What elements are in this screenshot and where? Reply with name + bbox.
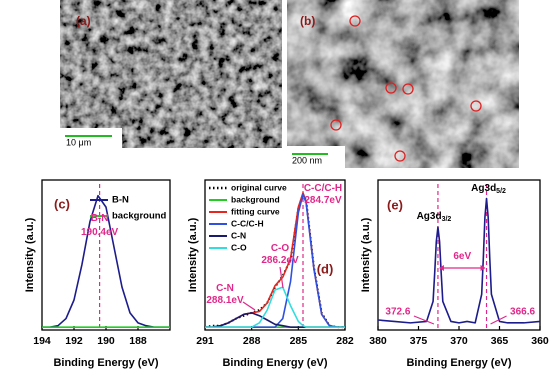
x-tick-label: 190 bbox=[97, 335, 115, 347]
x-axis-title: Binding Energy (eV) bbox=[222, 357, 327, 369]
annotation: 284.7eV bbox=[304, 195, 342, 206]
annotation-text: 286.2eV bbox=[261, 255, 299, 266]
annotation: C-N bbox=[216, 283, 234, 294]
annotation: Ag3d5/2 bbox=[471, 183, 506, 195]
scale-bar-label: 10 μm bbox=[66, 137, 91, 147]
particle-markers bbox=[330, 15, 482, 162]
panel-label: (a) bbox=[76, 14, 91, 28]
annotation-text: Ag3d bbox=[417, 211, 442, 222]
annotation-arrow bbox=[413, 315, 435, 325]
panel-label: (c) bbox=[54, 196, 70, 211]
series-line bbox=[205, 312, 345, 328]
x-tick-label: 194 bbox=[33, 335, 51, 347]
x-tick-label: 291 bbox=[196, 335, 214, 347]
x-tick-label: 282 bbox=[336, 335, 354, 347]
annotation-text: C-O bbox=[271, 243, 290, 254]
peak-position-label: 366.6 bbox=[510, 307, 535, 318]
legend-label: B-N bbox=[112, 195, 129, 206]
x-axis-title: Binding Energy (eV) bbox=[406, 357, 511, 369]
x-tick-label: 288 bbox=[243, 335, 261, 347]
series-line bbox=[205, 286, 345, 328]
arrow-head bbox=[480, 265, 486, 271]
annotation: 6eV bbox=[453, 251, 471, 262]
annotation-text: Ag3d bbox=[471, 183, 496, 194]
annotation-subscript: 5/2 bbox=[496, 188, 506, 195]
panel-label: (e) bbox=[387, 197, 403, 212]
particle-marker bbox=[394, 150, 406, 162]
plot-frame bbox=[204, 179, 346, 331]
arrow-head bbox=[438, 265, 444, 271]
x-axis-title: Binding Energy (eV) bbox=[53, 357, 158, 369]
scale-bar-label: 200 nm bbox=[292, 155, 322, 165]
particle-marker bbox=[330, 119, 342, 131]
annotation: Ag3d3/2 bbox=[417, 211, 452, 223]
peak-position-label: 372.6 bbox=[385, 307, 410, 318]
annotation-text: B-N bbox=[91, 213, 109, 224]
x-tick-label: 370 bbox=[450, 335, 468, 347]
series-line bbox=[42, 194, 170, 328]
x-tick-label: 380 bbox=[369, 335, 387, 347]
x-tick-label: 188 bbox=[129, 335, 147, 347]
x-tick-label: 360 bbox=[531, 335, 549, 347]
annotation: B-N bbox=[91, 213, 109, 224]
annotation: 190.4eV bbox=[81, 227, 119, 238]
annotation-text: 284.7eV bbox=[304, 195, 342, 206]
annotation-text: 190.4eV bbox=[81, 227, 119, 238]
legend-label: background bbox=[112, 211, 167, 222]
annotation-text: 6eV bbox=[453, 251, 471, 262]
panel-label: (d) bbox=[317, 261, 334, 276]
x-tick-label: 192 bbox=[65, 335, 83, 347]
annotation-arrow bbox=[490, 315, 507, 325]
legend-label: C-C/C-H bbox=[231, 218, 264, 228]
particle-marker bbox=[385, 82, 397, 94]
annotation-text: C-C/C-H bbox=[304, 183, 342, 194]
panel-label: (b) bbox=[300, 14, 315, 28]
y-axis-title: Intensity (a.u.) bbox=[24, 217, 36, 292]
x-tick-label: 285 bbox=[290, 335, 308, 347]
annotation-arrow bbox=[242, 301, 256, 311]
legend-label: C-N bbox=[231, 230, 246, 240]
series-line bbox=[377, 197, 541, 324]
legend-label: fitting curve bbox=[231, 206, 280, 216]
sem-image-a bbox=[60, 0, 282, 148]
annotation-text: 288.1eV bbox=[206, 295, 244, 306]
annotation-subscript: 3/2 bbox=[442, 216, 452, 223]
annotation: C-C/C-H bbox=[304, 183, 342, 194]
annotation: 288.1eV bbox=[206, 295, 244, 306]
x-tick-label: 375 bbox=[410, 335, 428, 347]
annotation-arrow bbox=[279, 266, 284, 289]
annotation-text: C-N bbox=[216, 283, 234, 294]
legend-label: original curve bbox=[231, 182, 287, 192]
y-axis-title: Intensity (a.u.) bbox=[187, 217, 199, 292]
legend-label: C-O bbox=[231, 242, 247, 252]
particle-marker bbox=[402, 83, 414, 95]
sem-image-b bbox=[287, 0, 519, 168]
annotation: C-O bbox=[271, 243, 290, 254]
x-tick-label: 365 bbox=[491, 335, 509, 347]
legend-label: background bbox=[231, 194, 280, 204]
particle-marker bbox=[349, 15, 361, 27]
annotation: 286.2eV bbox=[261, 255, 299, 266]
scale-box bbox=[287, 146, 345, 168]
particle-marker bbox=[470, 100, 482, 112]
y-axis-title: Intensity (a.u.) bbox=[360, 217, 372, 292]
scale-box bbox=[60, 128, 122, 148]
